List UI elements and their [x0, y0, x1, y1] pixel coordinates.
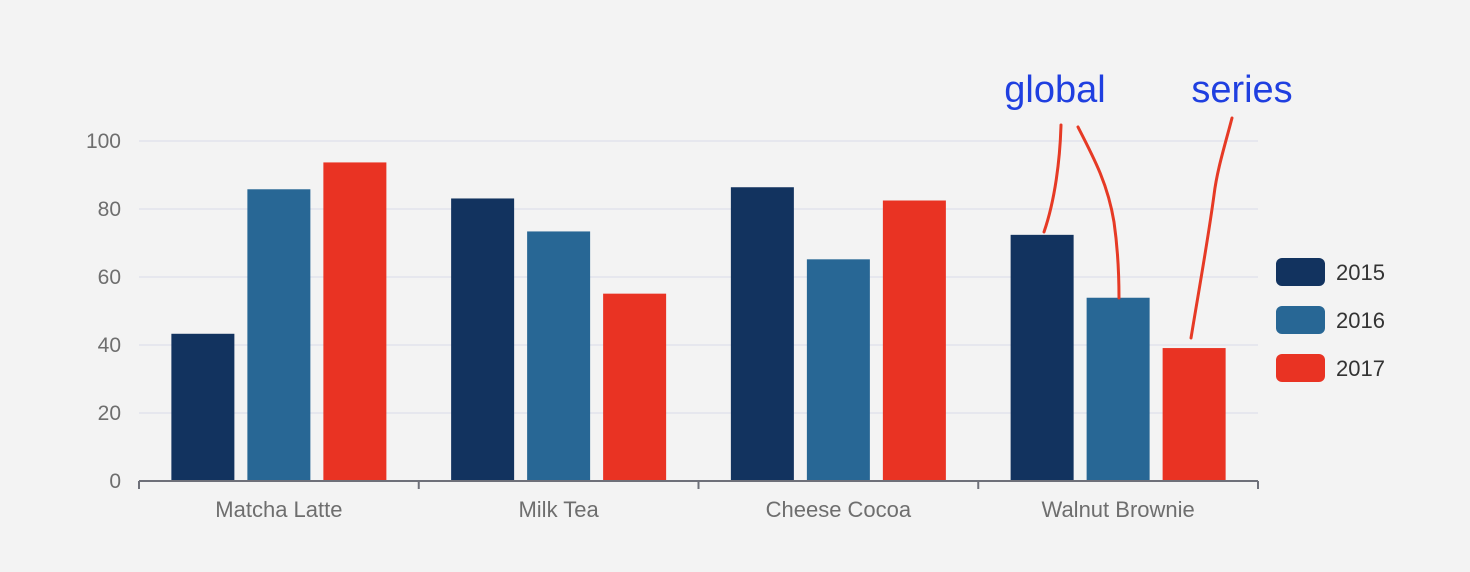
x-category-label: Cheese Cocoa [766, 497, 912, 522]
bar-2017-matcha-latte [323, 162, 387, 482]
y-tick-label: 100 [86, 130, 121, 153]
annotation-global-label: global [1004, 69, 1105, 111]
bar-2016-cheese-cocoa [806, 259, 870, 481]
legend-label: 2017 [1336, 356, 1385, 381]
bar-2017-walnut-brownie [1162, 348, 1226, 481]
bar-2015-cheese-cocoa [730, 187, 794, 482]
bar-2016-matcha-latte [247, 189, 311, 481]
bar-2016-walnut-brownie [1086, 297, 1150, 481]
bar-2015-walnut-brownie [1010, 234, 1074, 481]
y-tick-label: 60 [98, 266, 121, 289]
x-category-label: Milk Tea [518, 497, 599, 522]
legend-swatch [1276, 258, 1325, 286]
y-tick-label: 20 [98, 402, 121, 425]
bar-2017-milk-tea [603, 293, 667, 481]
legend-swatch [1276, 306, 1325, 334]
annotation-series-arrow [1189, 116, 1234, 340]
legend: 2015 2016 2017 [1276, 258, 1385, 382]
annotation-global-arrow-right [1076, 125, 1121, 300]
legend-label: 2015 [1336, 260, 1385, 285]
annotation-global-arrow-left [1042, 123, 1063, 234]
legend-swatch [1276, 354, 1325, 382]
bars [171, 162, 1226, 482]
y-tick-label: 80 [98, 198, 121, 221]
y-axis-tick-labels: 0 20 40 60 80 100 [86, 130, 121, 493]
annotations: global series [1004, 69, 1293, 340]
bar-2015-matcha-latte [171, 333, 235, 481]
x-category-label: Matcha Latte [215, 497, 342, 522]
x-axis-category-labels: Matcha Latte Milk Tea Cheese Cocoa Walnut B… [215, 497, 1194, 522]
bar-2016-milk-tea [527, 231, 591, 481]
y-tick-label: 40 [98, 334, 121, 357]
legend-label: 2016 [1336, 308, 1385, 333]
x-axis-ticks [138, 481, 1259, 489]
y-tick-label: 0 [109, 470, 121, 493]
x-category-label: Walnut Brownie [1042, 497, 1195, 522]
bar-2017-cheese-cocoa [882, 200, 946, 481]
bar-2015-milk-tea [451, 198, 515, 481]
annotation-series-label: series [1191, 69, 1292, 111]
